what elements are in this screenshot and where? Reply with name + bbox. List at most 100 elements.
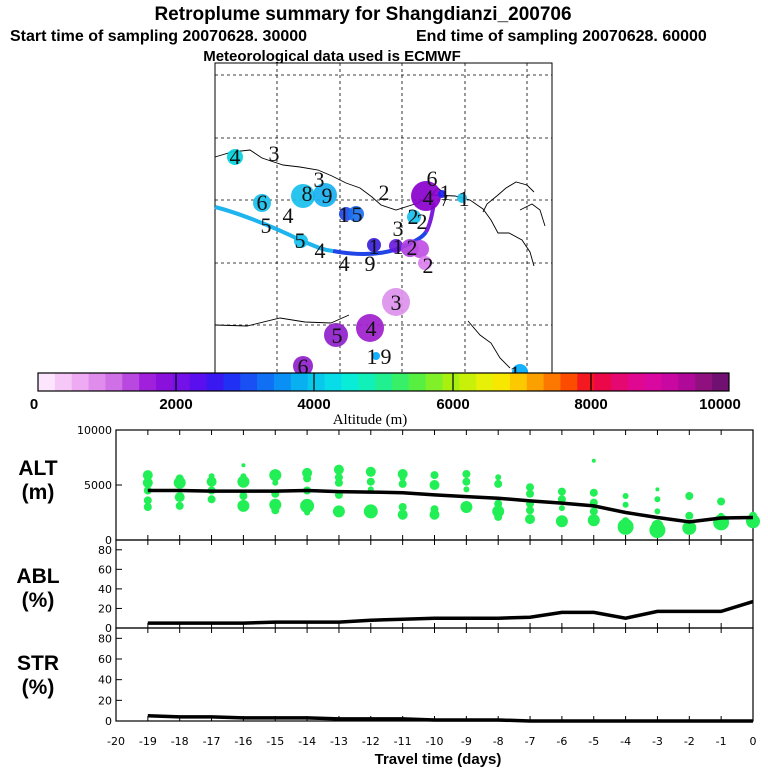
alt-ytick-label-1: 5000 (84, 479, 112, 492)
alt-cluster-point-54 (494, 512, 503, 521)
colorbar-cell-30 (543, 373, 561, 391)
alt-cluster-point-36 (363, 504, 378, 519)
colorbar-cell-17 (324, 373, 342, 391)
alt-cluster-point-27 (304, 509, 311, 516)
colorbar-cell-4 (105, 373, 123, 391)
abl-ytick-label-0: 0 (105, 622, 112, 635)
colorbar-cell-29 (526, 373, 545, 391)
str-ytick-label-4: 80 (98, 632, 112, 645)
colorbar-cell-24 (442, 373, 460, 391)
alt-cluster-point-68 (587, 514, 600, 527)
alt-cluster-point-48 (463, 486, 470, 493)
map-marker-18 (324, 323, 348, 347)
map-marker-14 (438, 190, 446, 198)
alt-cluster-point-45 (429, 509, 440, 520)
map-marker-15 (457, 193, 467, 203)
colorbar-cell-27 (493, 373, 511, 391)
abl-ytick-label-3: 60 (98, 563, 112, 576)
x-tick-label-5: -15 (266, 735, 284, 748)
colorbar-cell-16 (307, 373, 325, 391)
colorbar-cell-37 (661, 373, 679, 391)
x-tick-label-10: -10 (426, 735, 444, 748)
alt-cluster-point-13 (241, 463, 246, 468)
str-panel-label: STR (17, 652, 59, 675)
colorbar-tick-2: 4000 (297, 396, 330, 413)
alt-cluster-point-60 (557, 487, 566, 496)
alt-cluster-point-64 (591, 458, 596, 463)
colorbar-cell-0 (38, 373, 56, 391)
colorbar-cell-15 (290, 373, 309, 391)
colorbar-tick-1: 2000 (159, 396, 192, 413)
alt-cluster-point-16 (239, 492, 248, 500)
alt-cluster-point-65 (589, 488, 598, 497)
x-tick-label-18: -2 (684, 735, 695, 748)
map-cluster-label-28: 1 (367, 344, 378, 369)
map-marker-6 (294, 234, 308, 248)
x-tick-label-15: -5 (588, 735, 599, 748)
trajectory-map: 433896541554492211322641135419612 (214, 62, 553, 386)
alt-panel-unit: (m) (22, 481, 55, 504)
alt-cluster-point-47 (462, 477, 471, 486)
map-cluster-label-10: 5 (295, 228, 306, 253)
colorbar-cell-21 (391, 373, 410, 391)
map-cluster-label-25: 3 (391, 290, 402, 315)
x-tick-label-14: -6 (556, 735, 567, 748)
x-tick-label-7: -13 (330, 735, 348, 748)
travel-time-ticks: -20 -19 -18 -17 -16 -15 -14 -13 -12 -11 -10 -9 -8 -7-… (107, 735, 756, 748)
alt-cluster-point-75 (654, 508, 661, 515)
map-cluster-label-20: 2 (423, 253, 434, 278)
x-tick-label-6: -14 (298, 735, 316, 748)
colorbar-cell-39 (695, 373, 713, 391)
map-cluster-label-16: 1 (369, 234, 380, 259)
alt-cluster-point-0 (142, 470, 153, 481)
alt-cluster-point-63 (555, 515, 568, 528)
map-cluster-label-18: 3 (393, 216, 404, 241)
map-marker-8 (367, 238, 381, 252)
alt-cluster-point-26 (300, 498, 315, 513)
colorbar-label: Altitude (m) (333, 412, 408, 428)
x-tick-label-4: -16 (234, 735, 252, 748)
x-tick-label-3: -17 (203, 735, 221, 748)
alt-cluster-point-41 (397, 509, 408, 520)
alt-cluster-point-29 (334, 473, 343, 482)
map-cluster-label-19: 2 (407, 235, 418, 260)
str-panel-unit: (%) (22, 676, 55, 699)
map-marker-12 (418, 256, 432, 270)
colorbar-cell-9 (189, 373, 207, 391)
met-data-source: Meteorological data used is ECMWF (203, 48, 461, 65)
map-cluster-label-13: 9 (365, 251, 376, 276)
alt-cluster-point-73 (655, 487, 660, 492)
map-marker-0 (227, 149, 243, 165)
alt-cluster-point-32 (332, 505, 345, 518)
alt-cluster-point-40 (398, 503, 407, 511)
alt-cluster-point-4 (143, 503, 152, 511)
map-cluster-label-14: 2 (379, 180, 390, 205)
colorbar-cell-33 (594, 373, 612, 391)
alt-cluster-point-18 (269, 469, 282, 482)
x-tick-label-2: -18 (171, 735, 189, 748)
colorbar-cell-7 (155, 373, 174, 391)
colorbar-cell-32 (577, 373, 595, 391)
alt-cluster-point-78 (685, 492, 694, 500)
map-marker-16 (382, 288, 410, 316)
colorbar-cell-35 (627, 373, 646, 391)
str-panel: 0 20 40 60 80 (98, 627, 754, 728)
map-cluster-label-30: 6 (298, 354, 309, 379)
alt-panel: 0 5000 10000 (77, 424, 760, 547)
map-cluster-label-23: 1 (440, 180, 451, 205)
x-tick-label-19: -1 (716, 735, 727, 748)
map-cluster-label-8: 1 (339, 202, 350, 227)
map-cluster-labels: 433896541554492211322641135419612 (230, 141, 521, 386)
alt-cluster-point-42 (430, 471, 439, 480)
map-marker-11 (411, 240, 429, 258)
colorbar-cell-13 (257, 373, 275, 391)
colorbar-tick-3: 6000 (436, 396, 469, 413)
map-cluster-label-4: 9 (322, 183, 333, 208)
alt-cluster-point-7 (174, 492, 185, 503)
colorbar-cell-38 (678, 373, 696, 391)
alt-ytick-label-0: 0 (105, 534, 112, 547)
str-frame (115, 627, 754, 722)
colorbar-cell-11 (223, 373, 241, 391)
map-cluster-label-1: 3 (269, 141, 280, 166)
